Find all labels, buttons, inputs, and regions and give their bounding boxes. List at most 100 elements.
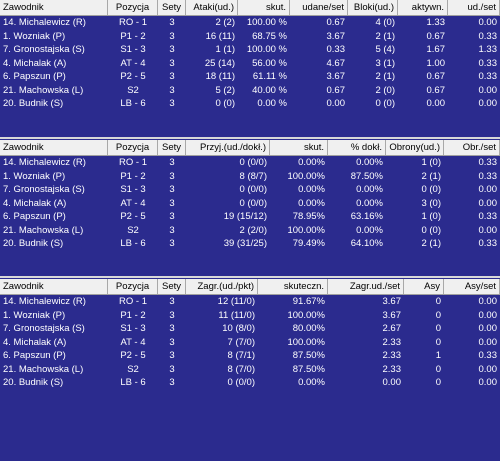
table-cell: 21. Machowska (L) [3, 224, 84, 236]
table-cell: 3 [169, 170, 175, 182]
table-separator [0, 276, 500, 278]
table-cell: 0.00 [478, 197, 498, 209]
table-cell: 3.67 [382, 309, 402, 321]
column-header[interactable]: udane/set [290, 0, 348, 15]
table-row[interactable]: 6. Papszun (P) P2 - 5 3 19 (15/12) 78.95% 63.… [0, 210, 500, 224]
table-cell: LB - 6 [120, 377, 146, 388]
table-cell: 61.11 % [252, 71, 287, 82]
column-header[interactable]: Pozycja [108, 279, 158, 294]
table-row[interactable]: 7. Gronostajska (S) S1 - 3 3 1 (1) 100.00 % 0… [0, 43, 500, 57]
table-row[interactable]: 20. Budnik (S) LB - 6 3 0 (0/0) 0.00% 0.00 0 0.… [0, 376, 500, 390]
table-cell: 0.00% [298, 197, 325, 209]
table-cell: 7. Gronostajska (S) [3, 323, 85, 334]
table-cell: 2.33 [382, 363, 402, 375]
table-row[interactable]: 6. Papszun (P) P2 - 5 3 8 (7/1) 87.50% 2.33 1 0… [0, 349, 500, 363]
column-header[interactable]: Zawodnik [0, 279, 108, 294]
column-header[interactable]: Bloki(ud.) [348, 0, 398, 15]
table-cell: RO - 1 [119, 17, 147, 28]
table-cell: 0 (0) [375, 98, 395, 109]
table-cell: S1 - 3 [120, 323, 146, 334]
column-header[interactable]: Asy/set [444, 279, 500, 294]
table-cell: 0.00% [356, 157, 383, 168]
table-cell: 0.33 [478, 238, 498, 249]
table-cell: 3 [169, 44, 175, 55]
table-cell: 8 (7/1) [227, 350, 255, 361]
table-row[interactable]: 14. Michalewicz (R) RO - 1 3 0 (0/0) 0.00% 0.… [0, 156, 500, 170]
table-row[interactable]: 20. Budnik (S) LB - 6 3 39 (31/25) 79.49% 64.… [0, 237, 500, 251]
column-header[interactable]: Pozycja [108, 140, 158, 155]
column-header[interactable]: Przyj.(ud./dokł.) [186, 140, 270, 155]
table-cell: 87.50% [350, 170, 383, 182]
table-row[interactable]: 4. Michalak (A) AT - 4 3 0 (0/0) 0.00% 0.00% 3… [0, 197, 500, 211]
table-cell: 3 [169, 377, 175, 388]
table-cell: 0.67 [326, 17, 346, 28]
column-header[interactable]: Ataki(ud.) [186, 0, 238, 15]
table-cell: 0.00 [478, 377, 498, 388]
column-header[interactable]: skut. [238, 0, 290, 15]
table-cell: 2.67 [382, 323, 402, 334]
table-row[interactable]: 21. Machowska (L) S2 3 8 (7/0) 87.50% 2.33 0 0.… [0, 363, 500, 377]
column-header[interactable]: Pozycja [108, 0, 158, 15]
column-header[interactable]: ud./set [448, 0, 500, 15]
table-row[interactable]: 4. Michalak (A) AT - 4 3 7 (7/0) 100.00% 2.33… [0, 336, 500, 350]
table-cell: 1 (1) [215, 44, 235, 55]
column-header[interactable]: Zawodnik [0, 0, 108, 15]
table-cell: P2 - 5 [120, 211, 146, 222]
table-cell: 0.33 [478, 71, 498, 82]
table-cell: 10 (8/0) [222, 323, 255, 334]
table-cell: AT - 4 [120, 197, 146, 209]
table-row[interactable]: 14. Michalewicz (R) RO - 1 3 12 (11/0) 91.67… [0, 295, 500, 309]
table-cell: 3 [169, 211, 175, 222]
table-row[interactable]: 7. Gronostajska (S) S1 - 3 3 0 (0/0) 0.00% 0.… [0, 183, 500, 197]
table-row[interactable]: 4. Michalak (A) AT - 4 3 25 (14) 56.00 % 4.67… [0, 57, 500, 71]
table-cell: 0 [435, 309, 441, 321]
table-cell: 0.00 [478, 309, 498, 321]
column-header[interactable]: aktywn. [398, 0, 448, 15]
table-cell: 0.33 [478, 170, 498, 182]
column-header[interactable]: skuteczn. [258, 279, 328, 294]
table-cell: S1 - 3 [120, 44, 146, 55]
table-cell: 100.00 % [246, 44, 287, 55]
table-row[interactable]: 6. Papszun (P) P2 - 5 3 18 (11) 61.11 % 3.67 2… [0, 70, 500, 84]
column-header[interactable]: Obrony(ud.) [386, 140, 444, 155]
table-cell: 3 [169, 84, 175, 96]
table-cell: 3 [169, 224, 175, 236]
column-header[interactable]: Zagr.(ud./pkt) [186, 279, 258, 294]
table-cell: AT - 4 [120, 57, 146, 69]
table-cell: 11 (11/0) [218, 309, 255, 321]
table-row[interactable]: 21. Machowska (L) S2 3 5 (2) 40.00 % 0.67 2 (0… [0, 84, 500, 98]
table-cell: 0 (0) [421, 224, 441, 236]
column-header[interactable]: Sety [158, 279, 186, 294]
column-header[interactable]: % dokł. [328, 140, 386, 155]
table-cell: 6. Papszun (P) [3, 211, 66, 222]
table-cell: 2 (1) [375, 30, 395, 42]
table-cell: 91.67% [292, 296, 325, 307]
table-row[interactable]: 7. Gronostajska (S) S1 - 3 3 10 (8/0) 80.00%… [0, 322, 500, 336]
attack-block-table: Zawodnik Pozycja Sety Ataki(ud.) skut. udane/… [0, 0, 500, 111]
table-cell: 63.16% [350, 211, 383, 222]
column-header[interactable]: Asy [404, 279, 444, 294]
table-cell: 100.00% [287, 309, 325, 321]
column-header[interactable]: Zagr.ud./set [328, 279, 404, 294]
table-cell: 1.33 [478, 44, 498, 55]
table-row[interactable]: 14. Michalewicz (R) RO - 1 3 2 (2) 100.00 % 0… [0, 16, 500, 30]
table-cell: 0.00 [478, 224, 498, 236]
table-row[interactable]: 1. Wozniak (P) P1 - 2 3 8 (8/7) 100.00% 87.50… [0, 170, 500, 184]
table-row[interactable]: 1. Wozniak (P) P1 - 2 3 11 (11/0) 100.00% 3.6… [0, 309, 500, 323]
table-row[interactable]: 20. Budnik (S) LB - 6 3 0 (0) 0.00 % 0.00 0 (0… [0, 97, 500, 111]
column-header[interactable]: Sety [158, 0, 186, 15]
table-cell: 14. Michalewicz (R) [3, 157, 86, 168]
table-cell: LB - 6 [120, 98, 146, 109]
table-cell: 1 [435, 350, 441, 361]
table-cell: 3 [169, 323, 175, 334]
table-cell: 3 [169, 350, 175, 361]
table-cell: 0.33 [326, 44, 346, 55]
table-cell: P1 - 2 [120, 170, 146, 182]
column-header[interactable]: skut. [270, 140, 328, 155]
table-row[interactable]: 21. Machowska (L) S2 3 2 (2/0) 100.00% 0.00% 0… [0, 224, 500, 238]
column-header[interactable]: Obr./set [444, 140, 500, 155]
column-header[interactable]: Sety [158, 140, 186, 155]
table-cell: 0.33 [478, 211, 498, 222]
column-header[interactable]: Zawodnik [0, 140, 108, 155]
table-row[interactable]: 1. Wozniak (P) P1 - 2 3 16 (11) 68.75 % 3.67 2… [0, 30, 500, 44]
